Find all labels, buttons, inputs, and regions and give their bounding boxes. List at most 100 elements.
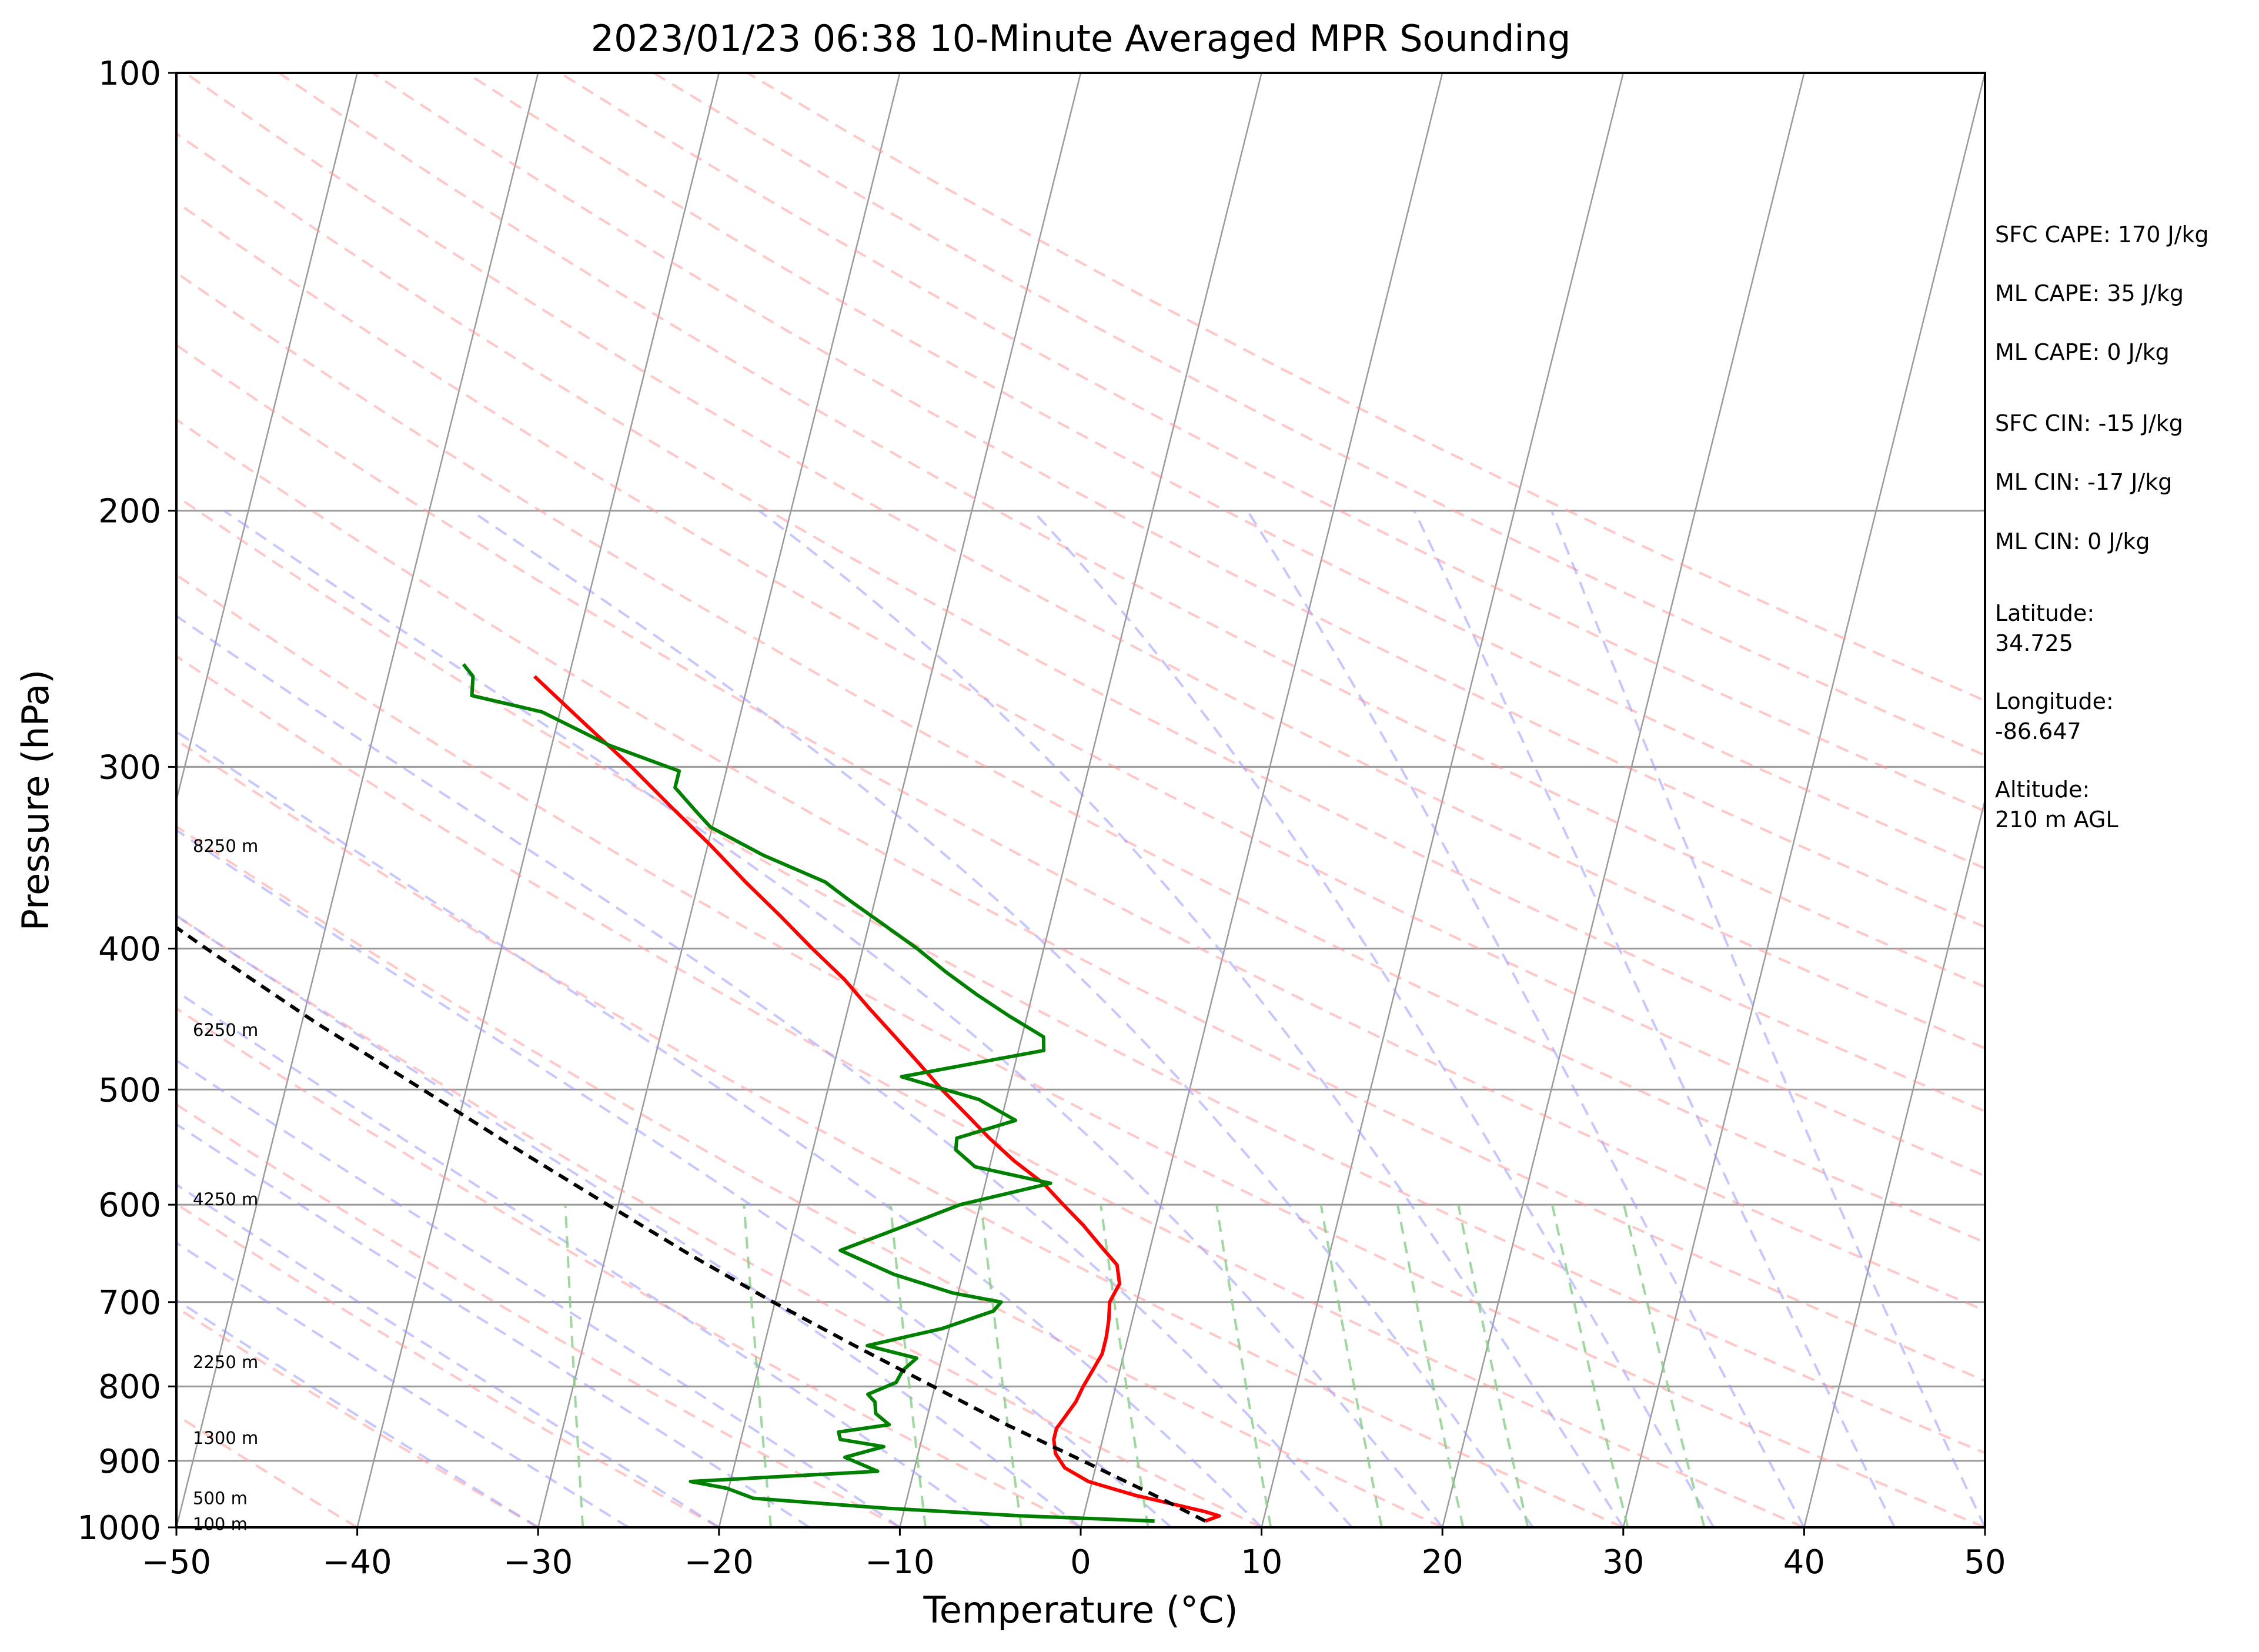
y-tick-label: 900	[98, 1443, 161, 1481]
info-text: ML CIN: 0 J/kg	[1995, 529, 2150, 554]
y-tick-label: 100	[98, 55, 161, 93]
y-tick-label: 400	[98, 930, 161, 968]
x-tick-label: −10	[865, 1543, 934, 1581]
moist-adiabat	[1031, 510, 1715, 1527]
x-tick-label: 30	[1602, 1543, 1644, 1581]
height-label: 8250 m	[193, 836, 258, 856]
y-tick-label: 500	[98, 1071, 161, 1109]
moist-adiabat	[1413, 510, 1896, 1527]
moist-adiabat	[1246, 510, 1806, 1527]
x-tick-label: −30	[503, 1543, 573, 1581]
info-text: SFC CAPE: 170 J/kg	[1995, 222, 2209, 248]
moist-adiabat	[176, 914, 1082, 1527]
moist-adiabat	[176, 1122, 810, 1527]
y-tick-label: 300	[98, 748, 161, 787]
mixing-ratio-line	[1100, 1204, 1149, 1527]
background-lines	[176, 73, 1985, 1527]
isotherm-line	[718, 73, 1082, 1527]
profile-lines	[176, 663, 1221, 1523]
info-text: 34.725	[1995, 630, 2073, 656]
dewpoint-line	[462, 663, 1155, 1523]
x-tick-label: 50	[1964, 1543, 2006, 1581]
isotherm-line	[1622, 73, 1985, 1527]
y-tick-label: 200	[98, 493, 161, 531]
dry-adiabat	[176, 132, 1985, 1113]
mixing-ratio-line	[564, 1205, 584, 1527]
height-labels: 8250 m 6250 m 4250 m 2250 m 1300 m 500 m 100 m	[193, 836, 258, 1534]
dry-adiabat	[559, 73, 1985, 812]
moist-adiabat	[176, 614, 1353, 1527]
dry-adiabat	[176, 654, 1805, 1527]
height-label: 2250 m	[193, 1352, 258, 1372]
x-tick-label: −50	[142, 1543, 211, 1581]
height-label: 100 m	[193, 1514, 248, 1534]
moist-adiabat	[176, 1298, 539, 1527]
info-text: 210 m AGL	[1995, 807, 2118, 832]
dry-adiabat	[176, 1413, 358, 1527]
info-text: Latitude:	[1995, 600, 2094, 626]
dry-adiabat	[176, 343, 1985, 1312]
isotherm-line	[1441, 73, 1805, 1527]
y-tick-label: 800	[98, 1368, 161, 1406]
x-tick-label: 40	[1783, 1543, 1825, 1581]
isotherm-line	[1261, 73, 1625, 1527]
x-tick-label: 0	[1070, 1543, 1091, 1581]
height-label: 4250 m	[193, 1189, 258, 1209]
moist-adiabat	[176, 730, 1263, 1527]
x-tick-label: 10	[1241, 1543, 1282, 1581]
mixing-ratio-line	[743, 1204, 773, 1527]
y-tick-label: 1000	[77, 1509, 161, 1547]
dry-adiabat	[184, 73, 1985, 1050]
moist-adiabat	[176, 1241, 630, 1527]
info-text: ML CAPE: 0 J/kg	[1995, 339, 2170, 365]
dry-adiabat	[176, 1103, 901, 1527]
mixing-ratio-line	[1551, 1204, 1629, 1527]
mixing-ratio-line	[889, 1204, 927, 1527]
moist-adiabat	[1550, 510, 1985, 1527]
info-text: ML CAPE: 35 J/kg	[1995, 280, 2184, 306]
isotherm-line	[899, 73, 1262, 1527]
dry-adiabat	[176, 914, 1262, 1527]
dry-adiabat	[176, 1306, 539, 1527]
parcel-line	[176, 925, 1207, 1523]
mixing-ratio-line	[1622, 1204, 1706, 1527]
dry-adiabat	[465, 73, 1985, 870]
temperature-line	[533, 675, 1221, 1523]
moist-adiabat	[470, 510, 1534, 1527]
mixing-ratio-line	[1215, 1204, 1272, 1527]
info-text: Longitude:	[1995, 688, 2114, 714]
dry-adiabat	[176, 494, 1985, 1454]
dry-adiabat	[176, 271, 1985, 1244]
moist-adiabat	[176, 990, 991, 1527]
mixing-ratio-line	[1396, 1204, 1465, 1527]
dry-adiabat	[176, 200, 1985, 1178]
dry-adiabat	[278, 73, 1985, 988]
dry-adiabat	[176, 573, 1985, 1527]
dry-adiabat	[176, 418, 1985, 1382]
y-tick-label: 700	[98, 1284, 161, 1322]
isotherm-line	[176, 73, 358, 804]
dry-adiabat	[176, 738, 1624, 1527]
sounding-parameters: SFC CAPE: 170 J/kg ML CAPE: 35 J/kg ML CAP…	[1995, 222, 2209, 832]
x-tick-label: −40	[323, 1543, 392, 1581]
moist-adiabat	[223, 510, 1443, 1527]
x-axis: −50 −40 −30 −20 −10 0 10 20 30 40 50	[142, 1527, 2006, 1581]
moist-adiabat	[176, 1183, 720, 1527]
moist-adiabat	[176, 1059, 901, 1527]
height-label: 6250 m	[193, 1020, 258, 1040]
height-label: 500 m	[193, 1489, 248, 1509]
y-axis-label: Pressure (hPa)	[14, 670, 57, 931]
chart-title: 2023/01/23 06:38 10-Minute Averaged MPR …	[591, 17, 1571, 60]
mixing-ratio-line	[980, 1204, 1022, 1527]
moist-adiabat	[758, 510, 1625, 1527]
x-tick-label: 20	[1422, 1543, 1463, 1581]
isotherm-line	[1080, 73, 1443, 1527]
mixing-ratio-line	[1319, 1204, 1383, 1527]
info-text: -86.647	[1995, 718, 2081, 744]
isotherm-line	[176, 73, 539, 1527]
x-axis-label: Temperature (°C)	[923, 1589, 1238, 1631]
dry-adiabat	[746, 73, 1985, 702]
x-tick-label: −20	[684, 1543, 754, 1581]
dry-adiabat	[176, 825, 1443, 1527]
